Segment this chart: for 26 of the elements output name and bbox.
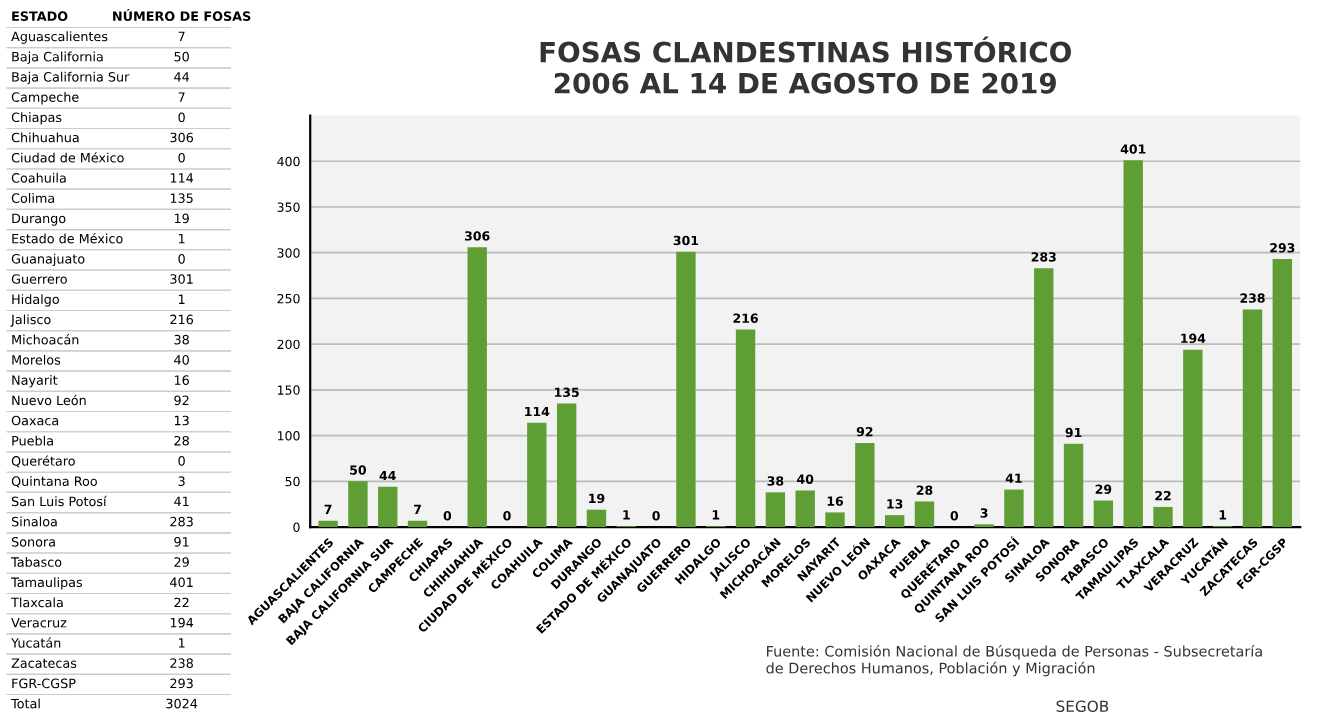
- bar: [586, 509, 607, 528]
- bar: [378, 486, 398, 528]
- bar: [795, 490, 815, 528]
- bar: [1153, 506, 1173, 528]
- bar: [1272, 259, 1292, 528]
- bar: [825, 512, 845, 528]
- bar: [318, 520, 338, 528]
- bar: [1242, 309, 1263, 528]
- bar: [556, 403, 577, 528]
- bar: [676, 251, 696, 528]
- bar: [348, 481, 368, 528]
- bar: [1063, 443, 1084, 528]
- bar: [884, 515, 905, 528]
- bar: [1034, 268, 1054, 528]
- chart-title: FOSAS CLANDESTINAS HISTÓRICO 2006 AL 14 DE AGOSTO DE 2019: [540, 36, 1071, 94]
- bar: [527, 422, 547, 528]
- bar: [855, 442, 875, 528]
- bar: [1123, 160, 1143, 528]
- bar: [765, 492, 786, 528]
- bar: [467, 247, 487, 528]
- bar: [1183, 349, 1203, 528]
- bar: [1093, 500, 1114, 528]
- bar: [735, 329, 756, 528]
- bar: [914, 501, 935, 528]
- bar: [407, 520, 428, 528]
- bar: [1004, 489, 1024, 528]
